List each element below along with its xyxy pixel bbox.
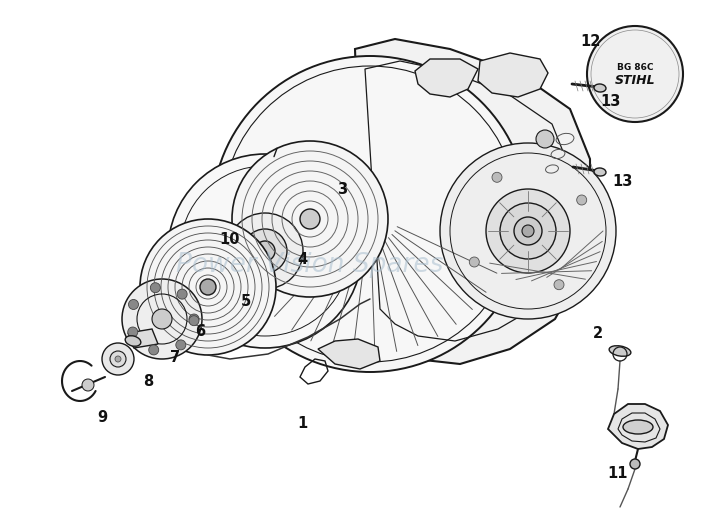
Circle shape bbox=[514, 217, 542, 245]
Text: STIHL: STIHL bbox=[615, 75, 655, 87]
Text: BG 86C: BG 86C bbox=[617, 62, 653, 71]
Circle shape bbox=[110, 351, 126, 367]
Polygon shape bbox=[318, 339, 380, 369]
Text: 6: 6 bbox=[195, 324, 205, 339]
Circle shape bbox=[140, 219, 276, 355]
Ellipse shape bbox=[623, 420, 653, 434]
Text: 12: 12 bbox=[580, 33, 601, 49]
Text: 13: 13 bbox=[612, 174, 632, 188]
Circle shape bbox=[536, 130, 554, 148]
Circle shape bbox=[189, 314, 199, 324]
Circle shape bbox=[300, 209, 320, 229]
Circle shape bbox=[176, 340, 186, 350]
Ellipse shape bbox=[594, 168, 606, 176]
Polygon shape bbox=[608, 404, 668, 449]
Text: 11: 11 bbox=[608, 467, 628, 481]
Circle shape bbox=[82, 379, 94, 391]
Text: 13: 13 bbox=[600, 94, 620, 108]
Circle shape bbox=[587, 26, 683, 122]
Circle shape bbox=[630, 459, 640, 469]
Polygon shape bbox=[478, 53, 548, 97]
Circle shape bbox=[152, 309, 172, 329]
Text: 5: 5 bbox=[241, 294, 251, 308]
Circle shape bbox=[129, 299, 139, 309]
Circle shape bbox=[486, 189, 570, 273]
Text: 1: 1 bbox=[297, 416, 307, 432]
Circle shape bbox=[227, 213, 303, 289]
Text: 9: 9 bbox=[97, 409, 107, 424]
Text: 4: 4 bbox=[297, 251, 307, 267]
Circle shape bbox=[168, 154, 362, 348]
Circle shape bbox=[492, 172, 502, 183]
Circle shape bbox=[440, 143, 616, 319]
Circle shape bbox=[470, 257, 479, 267]
Text: 2: 2 bbox=[593, 326, 603, 342]
Ellipse shape bbox=[125, 336, 141, 346]
Circle shape bbox=[243, 229, 287, 273]
Circle shape bbox=[149, 345, 158, 355]
Text: 7: 7 bbox=[170, 350, 180, 364]
Text: 8: 8 bbox=[143, 373, 153, 388]
Circle shape bbox=[255, 241, 275, 261]
Circle shape bbox=[122, 279, 202, 359]
Circle shape bbox=[200, 279, 216, 295]
Text: 10: 10 bbox=[220, 232, 240, 247]
Circle shape bbox=[500, 203, 556, 259]
Circle shape bbox=[522, 225, 534, 237]
Text: 3: 3 bbox=[337, 181, 347, 196]
Ellipse shape bbox=[594, 84, 606, 92]
Text: Power Vision Spares: Power Vision Spares bbox=[176, 251, 444, 278]
Circle shape bbox=[151, 282, 161, 293]
Ellipse shape bbox=[609, 346, 631, 357]
Circle shape bbox=[554, 280, 564, 290]
Circle shape bbox=[189, 316, 199, 326]
Circle shape bbox=[232, 141, 388, 297]
Polygon shape bbox=[355, 39, 590, 364]
Circle shape bbox=[102, 343, 134, 375]
Circle shape bbox=[212, 56, 528, 372]
Circle shape bbox=[115, 356, 121, 362]
Circle shape bbox=[577, 195, 586, 205]
Polygon shape bbox=[415, 59, 478, 97]
Polygon shape bbox=[128, 329, 158, 348]
Circle shape bbox=[177, 289, 187, 299]
Circle shape bbox=[127, 327, 138, 337]
